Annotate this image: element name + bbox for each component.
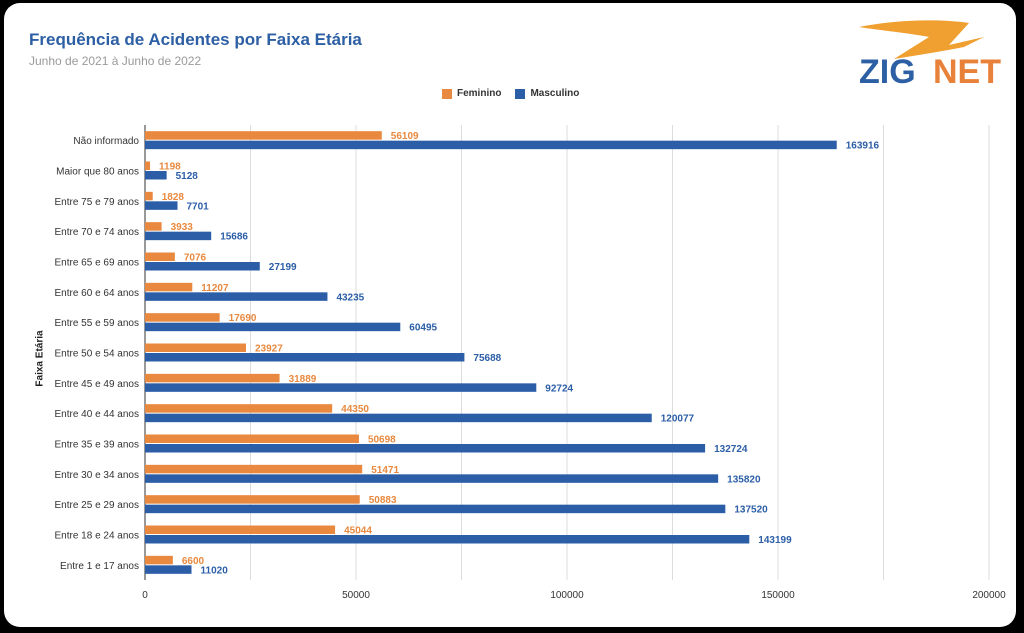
data-label-masculino: 75688 bbox=[473, 353, 501, 364]
chart-card: Frequência de Acidentes por Faixa Etária… bbox=[4, 3, 1016, 627]
data-label-feminino: 31889 bbox=[289, 374, 317, 385]
legend-swatch-masculino bbox=[515, 88, 526, 99]
data-label-masculino: 163916 bbox=[846, 141, 880, 152]
category-label: Entre 35 e 39 anos bbox=[54, 440, 139, 451]
data-label-masculino: 43235 bbox=[336, 292, 364, 303]
bar-feminino bbox=[145, 525, 336, 534]
bar-masculino bbox=[145, 413, 652, 423]
chart-title: Frequência de Acidentes por Faixa Etária bbox=[29, 30, 362, 49]
data-label-feminino: 6600 bbox=[182, 556, 205, 567]
bar-feminino bbox=[145, 313, 220, 322]
bar-masculino bbox=[145, 171, 167, 180]
bar-feminino bbox=[145, 222, 162, 231]
data-label-masculino: 27199 bbox=[269, 262, 297, 273]
category-label: Entre 55 e 59 anos bbox=[54, 318, 139, 329]
bar-masculino bbox=[145, 231, 212, 241]
data-label-masculino: 11020 bbox=[201, 565, 229, 576]
data-label-feminino: 11207 bbox=[201, 283, 229, 294]
x-tick-label: 100000 bbox=[550, 590, 584, 601]
bar-masculino bbox=[145, 353, 465, 362]
bar-masculino bbox=[145, 262, 260, 271]
chart-legend: Feminino Masculino bbox=[442, 88, 579, 99]
chart-subtitle: Junho de 2021 à Junho de 2022 bbox=[29, 54, 202, 68]
legend-label-feminino: Feminino bbox=[457, 88, 502, 99]
data-label-feminino: 3933 bbox=[171, 222, 194, 233]
legend-label-masculino: Masculino bbox=[530, 88, 580, 99]
legend-item-feminino[interactable]: Feminino bbox=[442, 88, 501, 99]
bar-feminino bbox=[145, 343, 246, 352]
data-label-feminino: 44350 bbox=[341, 404, 369, 415]
category-label: Maior que 80 anos bbox=[56, 167, 139, 178]
bar-feminino bbox=[145, 161, 151, 170]
data-label-feminino: 45044 bbox=[344, 526, 372, 537]
bar-masculino bbox=[145, 201, 178, 210]
bar-feminino bbox=[145, 404, 333, 413]
category-label: Entre 25 e 29 anos bbox=[54, 500, 139, 511]
legend-swatch-feminino bbox=[442, 88, 452, 99]
data-label-feminino: 1198 bbox=[159, 162, 181, 173]
bar-chart: 0 50000 100000 150000 200000 Não informado 561… bbox=[54, 125, 1006, 601]
x-tick-label: 0 bbox=[142, 590, 148, 601]
data-label-masculino: 143199 bbox=[758, 535, 792, 546]
category-label: Entre 65 e 69 anos bbox=[54, 258, 139, 269]
data-label-feminino: 17690 bbox=[229, 313, 257, 324]
bar-masculino bbox=[145, 474, 719, 483]
bar-feminino bbox=[145, 464, 363, 474]
x-tick-label: 150000 bbox=[761, 590, 795, 601]
category-label: Entre 60 e 64 anos bbox=[54, 288, 139, 299]
data-label-feminino: 50698 bbox=[368, 435, 396, 446]
data-label-feminino: 50883 bbox=[369, 495, 397, 506]
bar-feminino bbox=[145, 373, 280, 383]
data-label-feminino: 1828 bbox=[162, 192, 185, 203]
category-label: Entre 70 e 74 anos bbox=[54, 227, 139, 238]
category-label: Entre 40 e 44 anos bbox=[54, 409, 139, 420]
logo-text-net: NET bbox=[933, 53, 1001, 91]
category-label: Entre 45 e 49 anos bbox=[54, 379, 139, 390]
category-label: Entre 30 e 34 anos bbox=[54, 470, 139, 481]
category-label: Entre 75 e 79 anos bbox=[54, 197, 139, 208]
bar-masculino bbox=[145, 383, 537, 392]
data-label-masculino: 60495 bbox=[409, 323, 437, 334]
bar-masculino bbox=[145, 565, 192, 574]
data-label-masculino: 7701 bbox=[186, 201, 209, 212]
x-tick-label: 50000 bbox=[342, 590, 370, 601]
x-tick-label: 200000 bbox=[972, 590, 1006, 601]
data-label-masculino: 5128 bbox=[176, 171, 199, 182]
category-label: Entre 1 e 17 anos bbox=[60, 561, 139, 572]
data-label-feminino: 23927 bbox=[255, 344, 283, 355]
category-label: Não informado bbox=[73, 136, 139, 147]
data-label-masculino: 132724 bbox=[714, 444, 748, 455]
bar-feminino bbox=[145, 434, 359, 443]
bar-masculino bbox=[145, 140, 837, 150]
bar-feminino bbox=[145, 191, 153, 201]
data-label-masculino: 120077 bbox=[661, 414, 695, 425]
data-label-masculino: 15686 bbox=[220, 232, 248, 243]
bar-masculino bbox=[145, 535, 750, 544]
bar-masculino bbox=[145, 322, 401, 332]
data-label-masculino: 137520 bbox=[734, 505, 768, 516]
data-label-masculino: 92724 bbox=[545, 383, 573, 394]
bar-feminino bbox=[145, 282, 193, 292]
logo-text-zig: ZIG bbox=[859, 53, 916, 91]
legend-item-masculino[interactable]: Masculino bbox=[515, 88, 579, 99]
logo-swoosh bbox=[859, 20, 984, 60]
bar-masculino bbox=[145, 292, 328, 301]
data-label-feminino: 56109 bbox=[391, 131, 419, 142]
data-label-masculino: 135820 bbox=[727, 474, 761, 485]
bar-feminino bbox=[145, 495, 360, 504]
data-label-feminino: 51471 bbox=[371, 465, 399, 476]
category-label: Entre 50 e 54 anos bbox=[54, 349, 139, 360]
bar-feminino bbox=[145, 131, 382, 140]
data-label-feminino: 7076 bbox=[184, 253, 207, 264]
bar-masculino bbox=[145, 504, 726, 514]
zignet-logo: ZIG NET bbox=[859, 20, 1001, 91]
category-label: Entre 18 e 24 anos bbox=[54, 531, 139, 542]
bar-masculino bbox=[145, 444, 706, 453]
bar-feminino bbox=[145, 252, 175, 261]
bar-feminino bbox=[145, 555, 173, 565]
